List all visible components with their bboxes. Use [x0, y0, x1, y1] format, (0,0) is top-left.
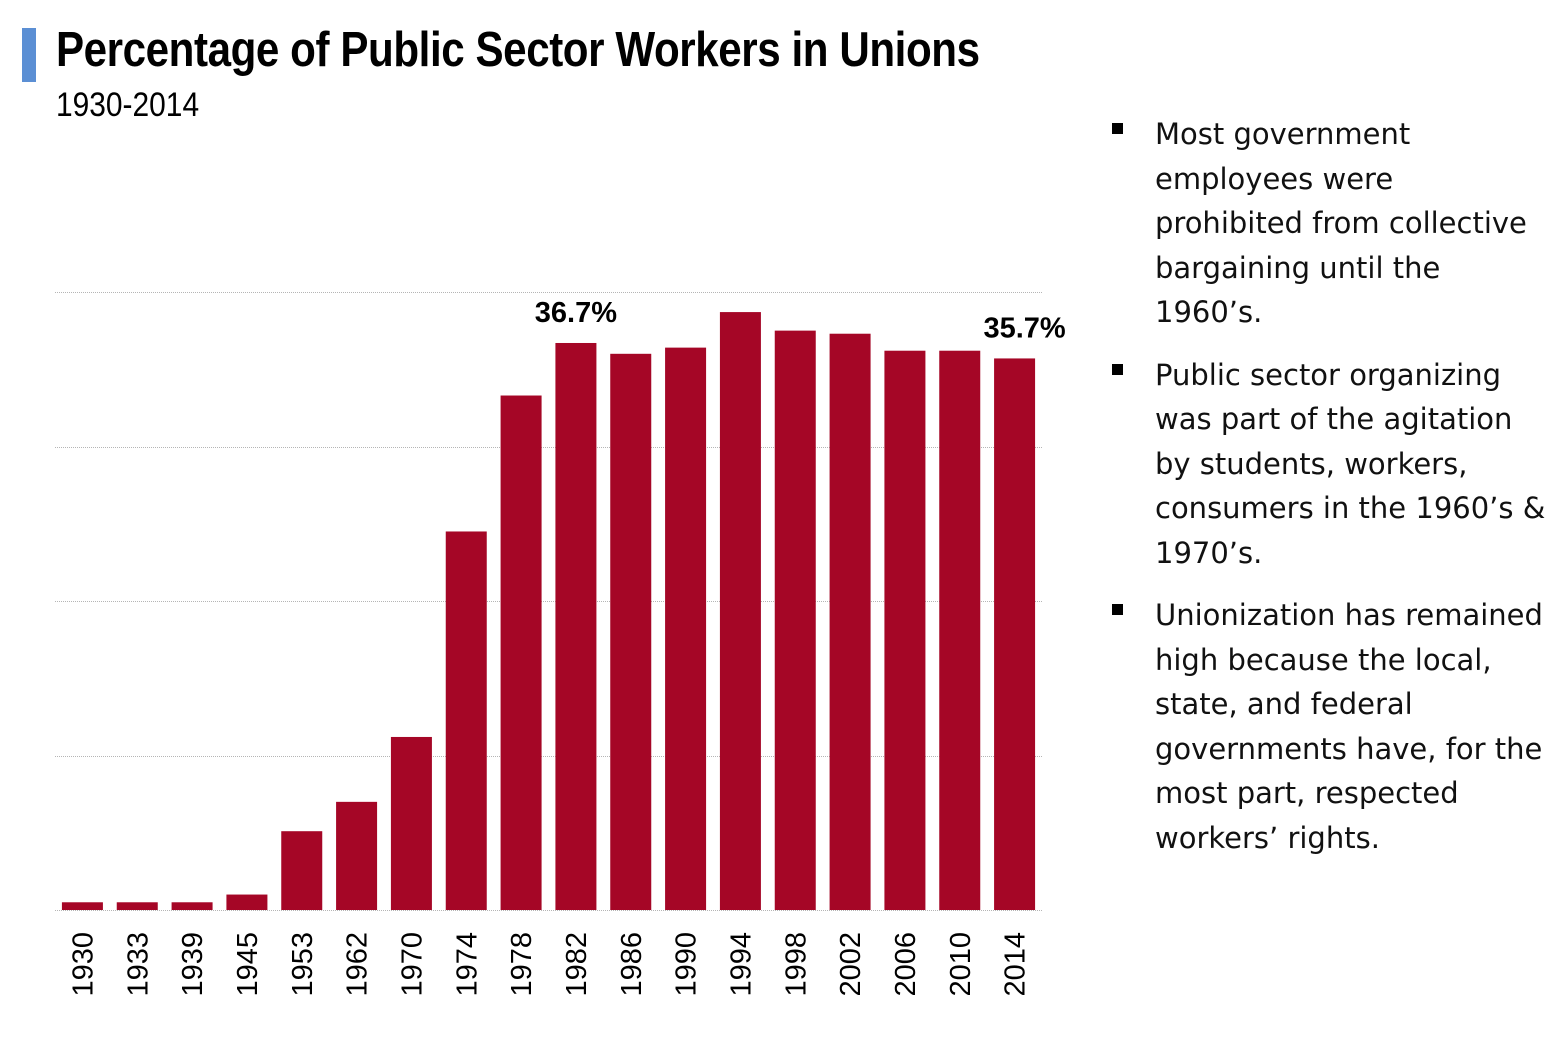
bar-1990: [665, 347, 707, 910]
x-tick-label: 1978: [506, 932, 538, 997]
bar-1998: [774, 330, 816, 910]
bar-2014: [994, 358, 1036, 910]
x-tick-label: 1939: [177, 932, 209, 997]
x-tick-label: 2006: [890, 932, 922, 997]
x-tick-label: 1970: [396, 932, 428, 997]
x-tick-label: 1962: [342, 932, 374, 997]
x-tick-label: 1986: [616, 932, 648, 997]
x-tick-label: 2002: [835, 932, 867, 997]
bar-2006: [884, 350, 926, 911]
bar-1970: [390, 736, 432, 910]
bar-1953: [281, 831, 323, 910]
bar-1962: [336, 801, 378, 910]
bar-chart: 1930 1933 1939 1945 1953 1962 1970 1974 1978 1982…: [55, 292, 1066, 997]
x-tick-label: 2014: [1000, 932, 1032, 997]
bar-2002: [829, 333, 871, 911]
bullet-list: Most government employees were prohibite…: [1110, 112, 1550, 878]
x-tick-label: 1945: [232, 932, 264, 997]
bar-1978: [500, 395, 542, 910]
x-tick-label: 1974: [451, 932, 483, 997]
square-bullet-icon: [1112, 363, 1123, 375]
bar-1930: [61, 902, 103, 910]
x-tick-label: 1953: [287, 932, 319, 997]
x-tick-label: 1982: [561, 932, 593, 997]
x-tick-label: 1998: [780, 932, 812, 997]
bar-1986: [610, 353, 652, 910]
bullet-item: Public sector organizing was part of the…: [1110, 353, 1550, 576]
bar-1974: [445, 531, 487, 910]
page-subtitle: 1930-2014: [56, 86, 200, 124]
bar-1933: [116, 902, 158, 910]
data-label: 36.7%: [535, 297, 617, 329]
x-tick-label: 1994: [725, 932, 757, 997]
bullet-item: Unionization has remained high because t…: [1110, 593, 1550, 860]
bar-1939: [171, 902, 213, 910]
x-tick-label: 2010: [945, 932, 977, 997]
bullet-text: Public sector organizing was part of the…: [1155, 357, 1546, 570]
bar-1945: [226, 894, 268, 910]
x-tick-label: 1933: [122, 932, 154, 997]
square-bullet-icon: [1112, 604, 1123, 615]
title-accent-bar: [22, 28, 36, 82]
bar-1994: [719, 312, 761, 911]
x-tick-label: 1930: [67, 932, 99, 997]
bullet-text: Most government employees were prohibite…: [1155, 117, 1527, 329]
x-tick-label: 1990: [671, 932, 703, 997]
bar-1982: [555, 342, 597, 910]
page-title: Percentage of Public Sector Workers in U…: [56, 23, 980, 77]
bullet-item: Most government employees were prohibite…: [1110, 112, 1550, 335]
bullet-text: Unionization has remained high because t…: [1155, 598, 1543, 855]
square-bullet-icon: [1112, 123, 1123, 134]
bar-2010: [939, 350, 981, 911]
data-label: 35.7%: [983, 312, 1065, 344]
